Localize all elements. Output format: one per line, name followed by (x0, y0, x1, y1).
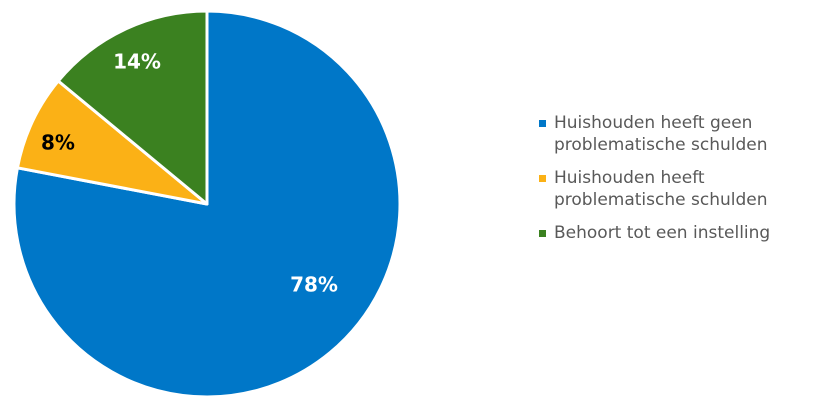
legend-swatch-green (539, 230, 546, 237)
pie-slice-2 (56, 9, 209, 206)
legend-item-institution: Behoort tot een instelling (538, 222, 823, 244)
legend-label-line1: Behoort tot een instelling (554, 223, 771, 243)
slice-value-label-2: 14% (113, 50, 161, 74)
legend-label-line2: problematische schulden (554, 190, 768, 210)
legend-item-problematic-debt: Huishouden heeft problematische schulden (538, 167, 823, 211)
slice-value-label-1: 8% (41, 131, 75, 155)
legend-label-line1: Huishouden heeft (554, 168, 705, 188)
pie-slice-0 (12, 9, 402, 396)
legend-item-no-problematic-debt: Huishouden heeft geen problematische sch… (538, 112, 823, 156)
pie-slice-1 (15, 79, 209, 206)
legend-swatch-yellow (539, 175, 546, 182)
legend-label-line1: Huishouden heeft geen (554, 113, 753, 133)
legend: Huishouden heeft geen problematische sch… (538, 112, 823, 255)
legend-label-line2: problematische schulden (554, 135, 768, 155)
legend-swatch-blue (539, 120, 546, 127)
slice-value-label-0: 78% (290, 273, 338, 297)
